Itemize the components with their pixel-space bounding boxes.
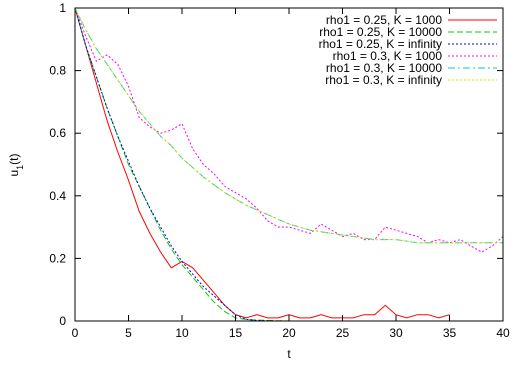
- x-tick-label: 40: [496, 326, 510, 340]
- y-tick-label: 0.4: [49, 189, 66, 203]
- series-line-0: [74, 7, 450, 319]
- legend-label-3: rho1 = 0.3, K = 1000: [333, 49, 443, 63]
- series-line-3: [74, 7, 504, 253]
- x-tick-label: 5: [125, 326, 132, 340]
- y-axis-label: u1(t): [7, 153, 25, 176]
- y-tick-label: 0.8: [49, 64, 66, 78]
- x-tick-label: 10: [175, 326, 189, 340]
- legend-label-4: rho1 = 0.3, K = 10000: [326, 61, 442, 75]
- ticks-layer: 0 5 10 15 20 25 30 35 40 0 0.2 0.4 0.6 0.8 1: [49, 1, 510, 340]
- legend-label-1: rho1 = 0.25, K = 10000: [319, 25, 442, 39]
- legend-label-2: rho1 = 0.25, K = infinity: [319, 37, 442, 51]
- y-tick-label: 0.6: [49, 126, 66, 140]
- x-tick-label: 25: [336, 326, 350, 340]
- series-line-5: [74, 7, 503, 244]
- legend-label-0: rho1 = 0.25, K = 1000: [326, 13, 442, 27]
- legend-label-5: rho1 = 0.3, K = infinity: [325, 73, 442, 87]
- x-axis-label: t: [287, 347, 291, 361]
- x-tick-label: 30: [389, 326, 403, 340]
- y-tick-label: 0.2: [49, 251, 66, 265]
- x-tick-label: 20: [282, 326, 296, 340]
- x-tick-label: 0: [72, 326, 79, 340]
- y-axis-label-main: u: [7, 170, 21, 177]
- y-axis-label-subscript: 1: [15, 165, 25, 170]
- y-tick-label: 0: [59, 314, 66, 328]
- x-tick-label: 35: [443, 326, 457, 340]
- series-line-4: [74, 7, 503, 244]
- y-tick-label: 1: [59, 1, 66, 15]
- series-line-2: [74, 7, 450, 322]
- x-tick-label: 15: [229, 326, 243, 340]
- y-axis-label-tail: (t): [7, 153, 21, 164]
